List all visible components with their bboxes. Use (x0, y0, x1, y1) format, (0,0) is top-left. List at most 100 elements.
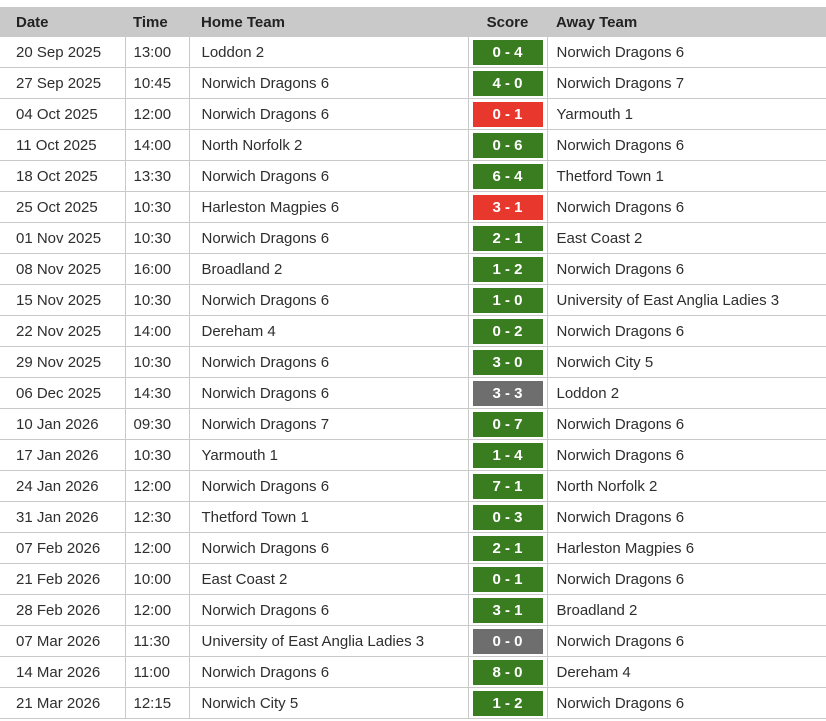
score-cell: 0 - 4 (468, 37, 548, 68)
score-cell: 3 - 3 (468, 377, 548, 409)
time-cell: 10:00 (125, 563, 190, 595)
away-team-cell: Norwich Dragons 6 (547, 315, 826, 347)
score-cell: 0 - 0 (468, 625, 548, 657)
header-row: Date Time Home Team Score Away Team (0, 7, 826, 37)
home-team-cell: Loddon 2 (189, 37, 469, 68)
date-cell: 22 Nov 2025 (0, 315, 126, 347)
date-cell: 21 Mar 2026 (0, 687, 126, 719)
away-team-cell: Dereham 4 (547, 656, 826, 688)
column-header-score: Score (468, 7, 547, 37)
score-cell: 0 - 2 (468, 315, 548, 347)
away-team-cell: Norwich Dragons 6 (547, 253, 826, 285)
score-cell: 0 - 3 (468, 501, 548, 533)
score-badge: 6 - 4 (472, 163, 543, 189)
column-header-home-team: Home Team (189, 7, 468, 37)
away-team-cell: Norwich Dragons 6 (547, 501, 826, 533)
home-team-cell: Norwich Dragons 6 (189, 284, 469, 316)
score-badge: 1 - 4 (472, 442, 543, 468)
score-badge: 7 - 1 (472, 473, 543, 499)
score-cell: 0 - 7 (468, 408, 548, 440)
score-badge: 0 - 1 (472, 101, 543, 127)
home-team-cell: Norwich Dragons 6 (189, 98, 469, 130)
date-cell: 29 Nov 2025 (0, 346, 126, 378)
table-header: Date Time Home Team Score Away Team (0, 7, 826, 37)
away-team-cell: Norwich Dragons 6 (547, 408, 826, 440)
date-cell: 01 Nov 2025 (0, 222, 126, 254)
date-cell: 25 Oct 2025 (0, 191, 126, 223)
time-cell: 10:30 (125, 191, 190, 223)
home-team-cell: North Norfolk 2 (189, 129, 469, 161)
home-team-cell: Norwich Dragons 6 (189, 67, 469, 99)
date-cell: 07 Feb 2026 (0, 532, 126, 564)
score-cell: 3 - 1 (468, 594, 548, 626)
score-badge: 0 - 7 (472, 411, 543, 437)
home-team-cell: Norwich Dragons 7 (189, 408, 469, 440)
away-team-cell: East Coast 2 (547, 222, 826, 254)
fixtures-table: Date Time Home Team Score Away Team 20 S… (0, 7, 826, 719)
date-cell: 21 Feb 2026 (0, 563, 126, 595)
time-cell: 12:00 (125, 98, 190, 130)
home-team-cell: Norwich Dragons 6 (189, 594, 469, 626)
column-header-away-team: Away Team (547, 7, 826, 37)
time-cell: 12:00 (125, 594, 190, 626)
away-team-cell: Norwich Dragons 6 (547, 439, 826, 471)
time-cell: 13:30 (125, 160, 190, 192)
score-badge: 4 - 0 (472, 70, 543, 96)
home-team-cell: Norwich Dragons 6 (189, 160, 469, 192)
away-team-cell: Norwich Dragons 7 (547, 67, 826, 99)
score-cell: 0 - 1 (468, 98, 548, 130)
score-cell: 2 - 1 (468, 532, 548, 564)
date-cell: 20 Sep 2025 (0, 37, 126, 68)
score-badge: 0 - 0 (472, 628, 543, 654)
away-team-cell: Norwich Dragons 6 (547, 191, 826, 223)
home-team-cell: Norwich Dragons 6 (189, 222, 469, 254)
date-cell: 17 Jan 2026 (0, 439, 126, 471)
score-badge: 3 - 0 (472, 349, 543, 375)
home-team-cell: Norwich Dragons 6 (189, 656, 469, 688)
time-cell: 10:45 (125, 67, 190, 99)
date-cell: 08 Nov 2025 (0, 253, 126, 285)
time-cell: 13:00 (125, 37, 190, 68)
score-badge: 1 - 2 (472, 256, 543, 282)
time-cell: 12:00 (125, 470, 190, 502)
score-cell: 0 - 1 (468, 563, 548, 595)
home-team-cell: Norwich City 5 (189, 687, 469, 719)
time-cell: 14:00 (125, 315, 190, 347)
date-cell: 14 Mar 2026 (0, 656, 126, 688)
home-team-cell: Norwich Dragons 6 (189, 377, 469, 409)
score-cell: 4 - 0 (468, 67, 548, 99)
time-cell: 11:00 (125, 656, 190, 688)
score-badge: 3 - 1 (472, 194, 543, 220)
time-cell: 14:00 (125, 129, 190, 161)
score-badge: 0 - 3 (472, 504, 543, 530)
away-team-cell: Norwich Dragons 6 (547, 625, 826, 657)
home-team-cell: University of East Anglia Ladies 3 (189, 625, 469, 657)
home-team-cell: Norwich Dragons 6 (189, 346, 469, 378)
home-team-cell: Norwich Dragons 6 (189, 532, 469, 564)
score-badge: 0 - 6 (472, 132, 543, 158)
home-team-cell: Broadland 2 (189, 253, 469, 285)
score-cell: 2 - 1 (468, 222, 548, 254)
home-team-cell: Yarmouth 1 (189, 439, 469, 471)
date-cell: 15 Nov 2025 (0, 284, 126, 316)
score-cell: 1 - 4 (468, 439, 548, 471)
time-cell: 16:00 (125, 253, 190, 285)
score-badge: 8 - 0 (472, 659, 543, 685)
column-header-time: Time (125, 7, 189, 37)
